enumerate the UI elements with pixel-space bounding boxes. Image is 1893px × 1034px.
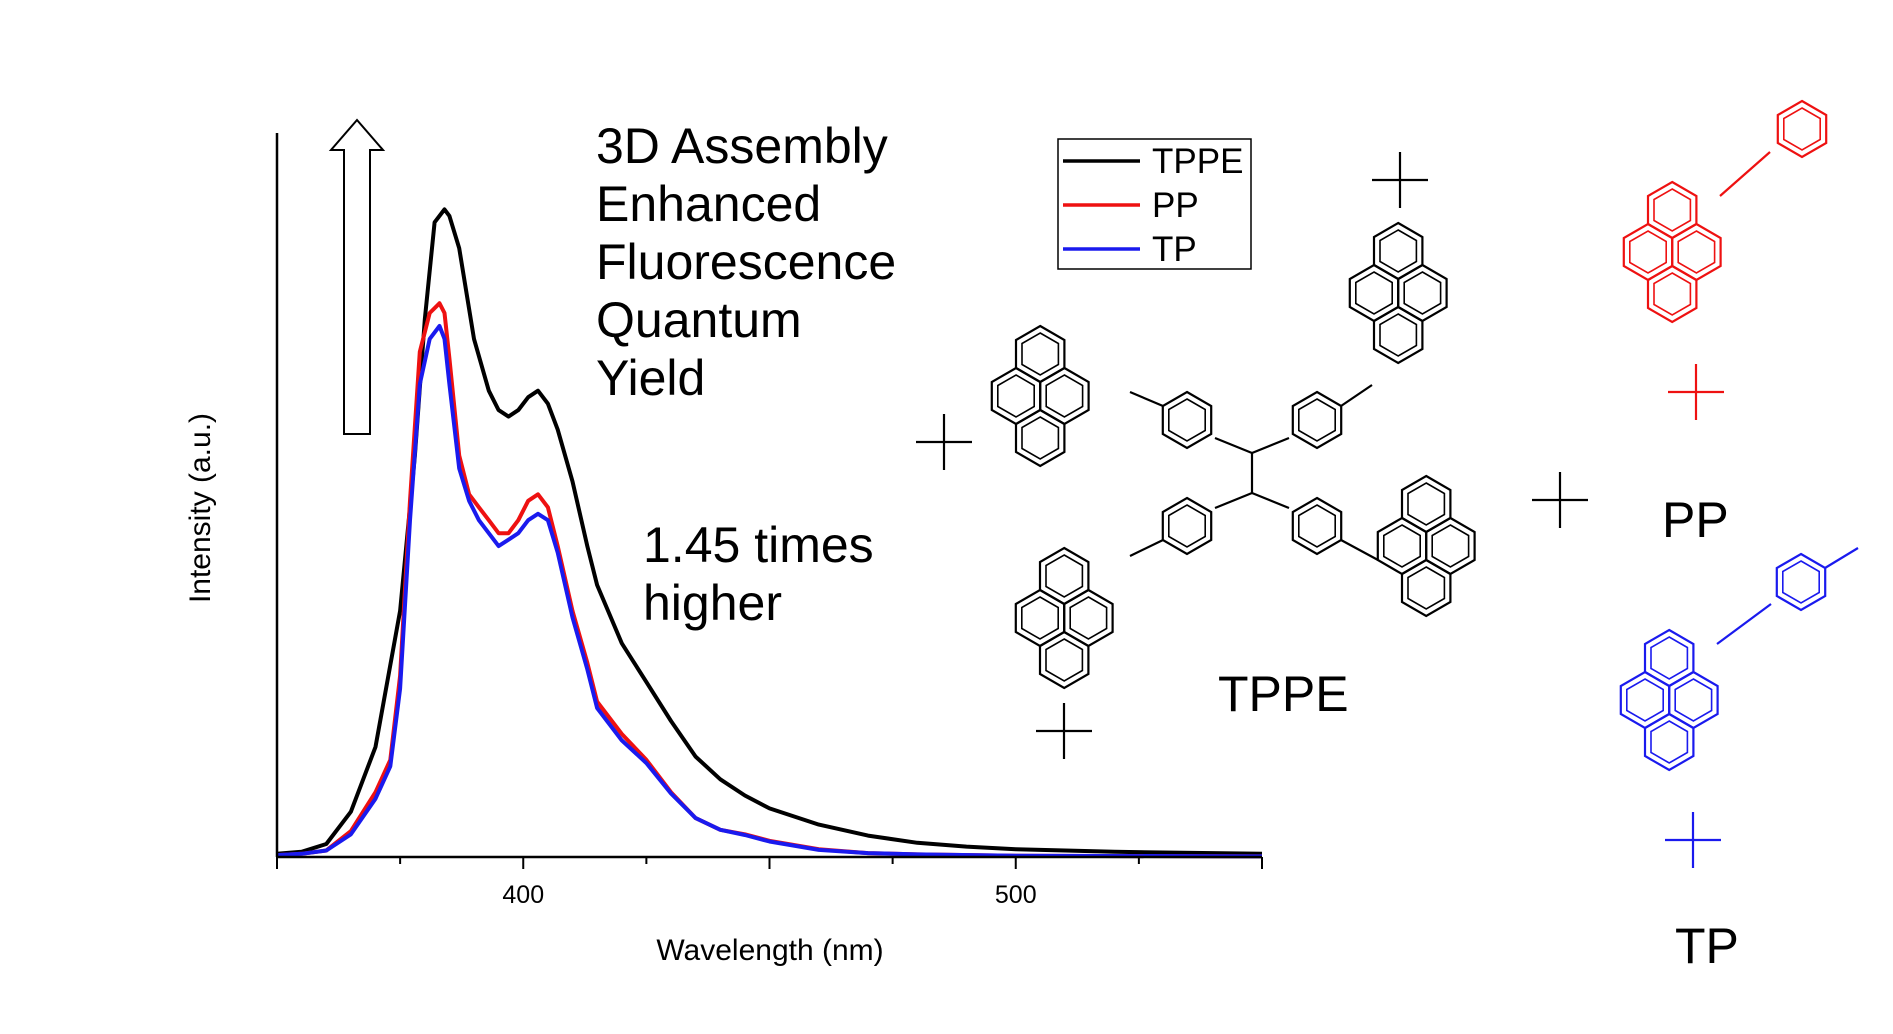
tick-layer: 400 500 (276, 857, 1263, 909)
legend-label-tppe: TPPE (1152, 142, 1243, 181)
tppe-label: TPPE (1218, 666, 1349, 722)
annotation-line-2: Enhanced (596, 176, 821, 232)
series-layer (276, 207, 1263, 859)
tp-structure: TP (1621, 547, 1859, 974)
annotation-line-5: Yield (596, 350, 705, 406)
ratio-annotation: 1.45 times higher (643, 517, 874, 631)
enhancement-annotation: 3D Assembly Enhanced Fluorescence Quantu… (596, 118, 896, 406)
x-tick-label: 500 (995, 881, 1037, 909)
annotation-line-4: Quantum (596, 292, 802, 348)
ratio-line-2: higher (643, 575, 782, 631)
tppe-structure: TPPE (914, 150, 1590, 761)
tp-label: TP (1675, 918, 1739, 974)
enhancement-arrow-icon (328, 118, 386, 435)
emission-plot: 400 500 Wavelength (nm) Intensity (a.u.) … (184, 118, 1263, 967)
pp-structure: PP (1624, 99, 1828, 548)
series-line-tp (276, 324, 1263, 859)
pp-label: PP (1662, 492, 1729, 548)
legend-label-tp: TP (1152, 230, 1197, 269)
x-tick-label: 400 (502, 881, 544, 909)
y-axis-label: Intensity (a.u.) (184, 413, 217, 603)
ratio-line-1: 1.45 times (643, 517, 874, 573)
x-axis-label: Wavelength (nm) (656, 934, 883, 967)
annotation-line-1: 3D Assembly (596, 118, 888, 174)
annotation-line-3: Fluorescence (596, 234, 896, 290)
legend-label-pp: PP (1152, 186, 1199, 225)
legend: TPPE PP TP (1057, 138, 1252, 270)
